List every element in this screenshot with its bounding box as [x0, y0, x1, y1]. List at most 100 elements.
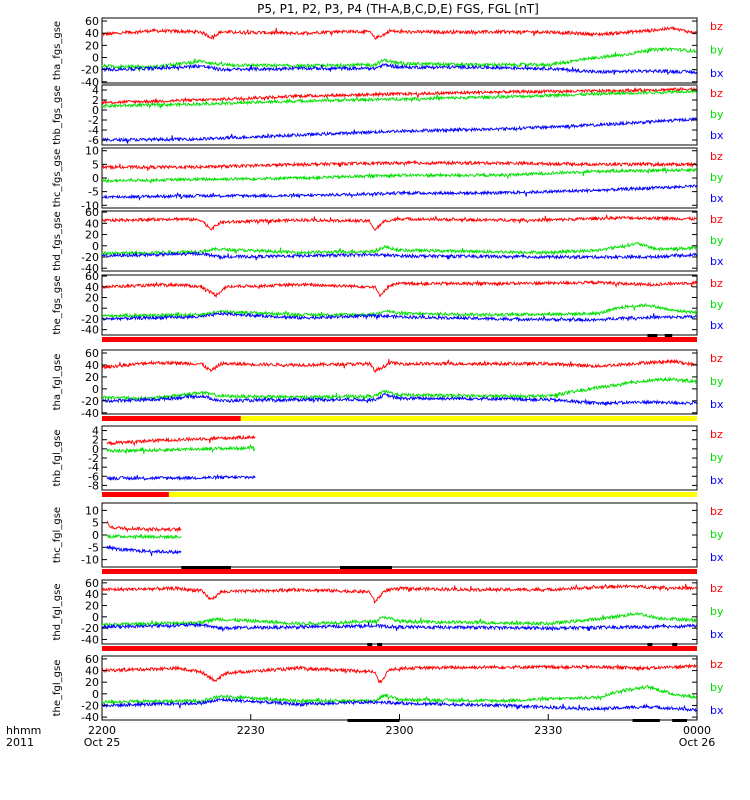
y-tick-label: 0: [92, 172, 99, 185]
panel-ylabel: the_fgs_gse: [52, 275, 63, 334]
status-bar-black: [367, 643, 373, 646]
legend-by: by: [710, 605, 724, 618]
status-bar-red: [102, 416, 241, 421]
series-bz-tha_fgl_gse: [101, 358, 697, 374]
y-tick-label: 5: [92, 158, 99, 171]
plot-title: P5, P1, P2, P3, P4 (TH-A,B,C,D,E) FGS, F…: [257, 2, 539, 16]
y-tick-label: -5: [88, 186, 99, 199]
status-bar-red: [102, 646, 697, 651]
y-tick-label: -6: [88, 470, 99, 483]
legend-bz: bz: [710, 582, 723, 595]
legend-bx: bx: [710, 474, 724, 487]
y-tick-label: 40: [85, 588, 99, 601]
panel-frame: [101, 274, 698, 336]
y-tick-label: 0: [92, 302, 99, 315]
panel-ylabel: thc_fgl_gse: [52, 507, 63, 563]
y-tick-label: -20: [81, 251, 99, 264]
status-bar-yellow: [240, 416, 698, 421]
legend-by: by: [710, 44, 724, 57]
y-tick-label: -40: [81, 262, 99, 275]
series-bz-the_fgs_gse: [101, 279, 697, 299]
legend-by: by: [710, 108, 724, 121]
y-tick-label: 0: [92, 104, 99, 117]
series-bx-thb_fgl_gse: [106, 474, 256, 482]
panel-ylabel: thc_fgs_gse: [52, 149, 63, 208]
y-tick-label: -40: [81, 76, 99, 89]
y-tick-label: 60: [85, 347, 99, 360]
y-tick-label: 0: [92, 688, 99, 701]
y-tick-label: 20: [85, 371, 99, 384]
panel-frame: [101, 502, 698, 568]
panel-frame: [101, 84, 698, 146]
y-tick-label: -6: [88, 134, 99, 147]
legend-bx: bx: [710, 255, 724, 268]
series-by-thd_fgs_gse: [101, 241, 697, 257]
status-bar-black: [340, 566, 393, 569]
series-bx-thc_fgs_gse: [101, 184, 697, 201]
y-tick-label: -40: [81, 407, 99, 420]
panel-frame: [101, 349, 698, 415]
series-bz-thd_fgl_gse: [101, 583, 697, 605]
y-tick-label: 4: [92, 425, 99, 438]
status-bar-red: [102, 337, 697, 342]
series-bz-thd_fgs_gse: [102, 214, 697, 232]
x-tick-label: 2230: [237, 724, 265, 737]
y-tick-label: -10: [81, 554, 99, 567]
y-tick-label: 4: [92, 84, 99, 97]
legend-bz: bz: [710, 150, 723, 163]
y-tick-label: 0: [92, 240, 99, 253]
legend-bz: bz: [710, 428, 723, 441]
y-tick-label: 40: [85, 665, 99, 678]
series-by-thb_fgs_gse: [101, 88, 697, 110]
y-tick-label: 0: [92, 443, 99, 456]
x-tick-label: 0000: [683, 724, 711, 737]
legend-bx: bx: [710, 319, 724, 332]
legend-by: by: [710, 171, 724, 184]
y-tick-label: -4: [88, 124, 99, 137]
x-tick-label: 2300: [386, 724, 414, 737]
panel-thb_fgl_gse: 420-2-4-6-8 thb_fgl_gse bz by bx: [52, 425, 724, 497]
series-bz-tha_fgs_gse: [102, 25, 697, 41]
x-tick-sublabel: Oct 26: [679, 736, 716, 749]
legend-bx: bx: [710, 551, 724, 564]
panel-frame: [101, 425, 698, 491]
series-bz-thc_fgs_gse: [101, 159, 697, 171]
y-tick-label: 20: [85, 599, 99, 612]
series-by-tha_fgs_gse: [101, 46, 697, 72]
x-tick-sublabel: Oct 25: [84, 736, 121, 749]
y-tick-label: 2: [92, 434, 99, 447]
series-bx-tha_fgs_gse: [101, 63, 697, 75]
y-tick-label: 0: [92, 611, 99, 624]
legend-bx: bx: [710, 129, 724, 142]
legend-bz: bz: [710, 87, 723, 100]
status-bar-black: [347, 719, 400, 722]
status-bar-black: [672, 643, 678, 646]
legend-by: by: [710, 375, 724, 388]
y-tick-label: 60: [85, 15, 99, 28]
status-bar-red: [102, 569, 697, 574]
series-bz-thb_fgs_gse: [101, 86, 697, 105]
y-tick-label: -4: [88, 461, 99, 474]
series-bx-thc_fgl_gse: [106, 544, 182, 557]
panel-frame: [101, 655, 698, 721]
series-bx-thb_fgs_gse: [101, 116, 697, 144]
y-tick-label: 60: [85, 577, 99, 590]
y-tick-label: -10: [81, 199, 99, 212]
y-tick-label: 40: [85, 27, 99, 40]
legend-bz: bz: [710, 658, 723, 671]
panel-ylabel: tha_fgl_gse: [52, 354, 63, 411]
y-tick-label: -40: [81, 711, 99, 724]
legend-bx: bx: [710, 67, 724, 80]
y-tick-label: 40: [85, 281, 99, 294]
y-tick-label: 60: [85, 653, 99, 666]
series-by-the_fgs_gse: [101, 302, 697, 319]
status-bar-black: [647, 643, 653, 646]
y-tick-label: 10: [85, 504, 99, 517]
y-tick-label: -2: [88, 452, 99, 465]
